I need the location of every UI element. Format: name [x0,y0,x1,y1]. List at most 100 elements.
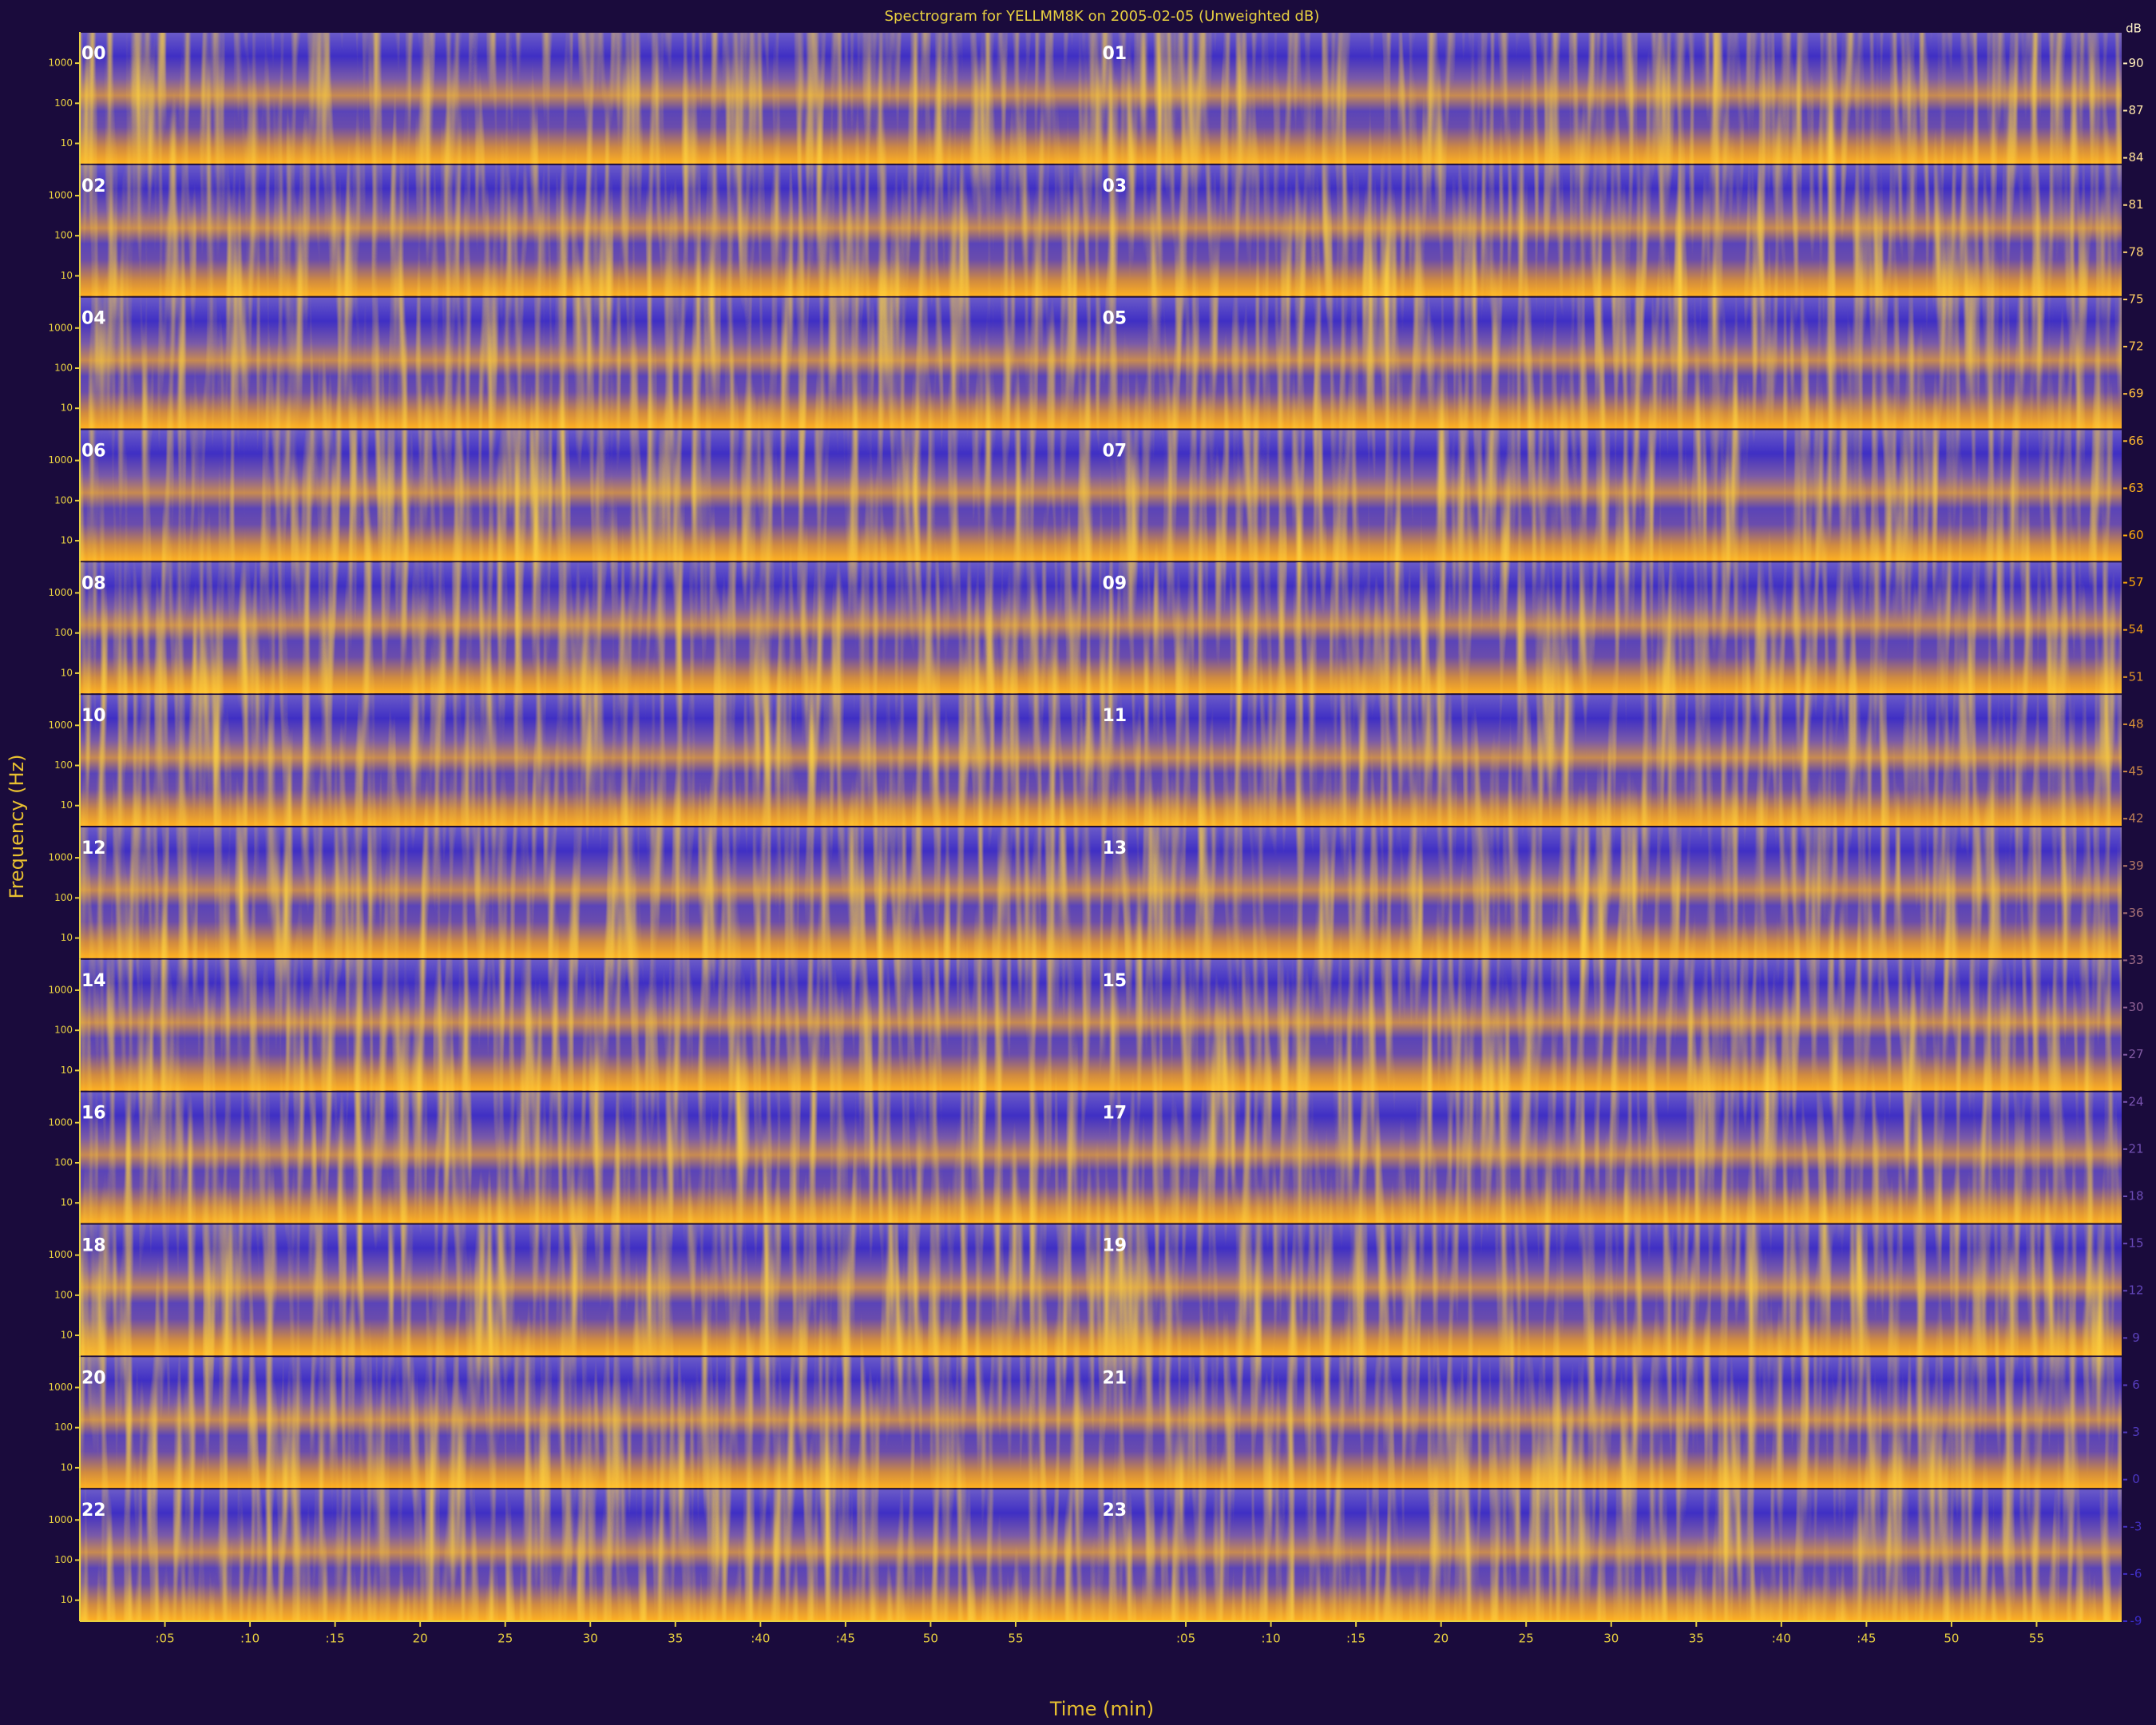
x-tick-label: 35 [1689,1632,1704,1646]
y-tick-label: 1000 [48,189,73,200]
y-tick-label: 10 [61,270,73,281]
spectrogram-texture [80,165,2122,296]
y-tick-label: 100 [54,1289,73,1300]
y-tick-label: 1000 [48,1514,73,1525]
colorbar-tick-label: 87 [2128,103,2143,117]
y-tick-label: 10 [61,1461,73,1473]
colorbar-tick-label: 72 [2128,339,2143,354]
x-tick-label: 30 [583,1632,598,1646]
y-tick-label: 10 [61,799,73,811]
y-tick-label: 10 [61,137,73,149]
y-tick-label: 1000 [48,58,73,69]
colorbar-label: dB [2126,22,2142,36]
y-tick-label: 10 [61,402,73,414]
colorbar-tick-label: 36 [2128,906,2143,920]
x-tick-label: :15 [326,1632,345,1646]
panel-label: 05 [1103,309,1128,329]
spectrogram-texture [80,430,2122,561]
panel-label: 23 [1103,1501,1128,1521]
colorbar-tick-label: 66 [2128,434,2143,448]
x-tick-label: :10 [1262,1632,1281,1646]
panel-label: 16 [81,1104,106,1124]
colorbar-tick-label: 12 [2128,1283,2143,1298]
panel-label: 09 [1103,573,1128,593]
y-tick-label: 1000 [48,1116,73,1128]
y-tick-label: 10 [61,1065,73,1076]
panel-label: 22 [81,1501,106,1521]
panel-label: 17 [1103,1104,1128,1124]
y-tick-label: 10 [61,932,73,943]
colorbar-tick-label: 30 [2128,1000,2143,1014]
x-tick-label: 55 [2029,1632,2044,1646]
panel-label: 03 [1103,176,1128,196]
spectrogram-texture [80,1489,2122,1620]
panel-label: 13 [1103,839,1128,859]
spectrogram-texture [80,827,2122,958]
panel-label: 18 [81,1236,106,1256]
y-tick-label: 100 [54,1554,73,1565]
y-tick-label: 1000 [48,984,73,995]
panel-label: 15 [1103,971,1128,991]
colorbar-tick-label: 24 [2128,1094,2143,1108]
y-tick-label: 100 [54,494,73,506]
panel-label: 12 [81,839,106,859]
colorbar-tick-label: 27 [2128,1047,2143,1061]
spectrogram-texture [80,562,2122,694]
x-tick-label: 20 [1433,1632,1449,1646]
panel-label: 07 [1103,442,1128,462]
panel-label: 19 [1103,1236,1128,1256]
colorbar-tick-label: 57 [2128,575,2143,589]
colorbar-tick-label: 18 [2128,1189,2143,1204]
x-tick-label: :05 [1176,1632,1195,1646]
panel-label: 04 [81,309,106,329]
colorbar-tick-label: 6 [2132,1378,2140,1392]
colorbar-tick-label: 51 [2128,669,2143,684]
y-tick-label: 1000 [48,454,73,466]
colorbar-tick-label: 42 [2128,811,2143,826]
y-tick-label: 100 [54,1156,73,1168]
colorbar-tick-label: 48 [2128,716,2143,731]
colorbar-tick-label: 90 [2128,56,2143,70]
colorbar-tick-label: 54 [2128,622,2143,636]
x-tick-label: :15 [1346,1632,1365,1646]
colorbar-tick-label: 9 [2132,1330,2140,1345]
x-tick-label: :05 [155,1632,174,1646]
x-tick-label: 55 [1008,1632,1023,1646]
colorbar-tick-label: 39 [2128,859,2143,873]
y-tick-label: 1000 [48,1249,73,1260]
y-tick-label: 100 [54,627,73,638]
y-tick-label: 10 [61,667,73,678]
spectrogram-texture [80,1092,2122,1223]
x-tick-label: :45 [1857,1632,1876,1646]
x-axis-label: Time (min) [1049,1698,1154,1720]
panel-label: 08 [81,573,106,593]
spectrogram-texture [80,1357,2122,1489]
spectrogram-texture [80,695,2122,826]
y-tick-label: 1000 [48,322,73,333]
panel-label: 00 [81,44,106,64]
colorbar-tick-label: 84 [2128,150,2143,165]
colorbar-tick-label: 45 [2128,764,2143,779]
colorbar-tick-label: -3 [2130,1519,2142,1533]
colorbar-tick-label: 0 [2132,1472,2140,1486]
y-tick-label: 1000 [48,852,73,863]
x-tick-label: 25 [1519,1632,1534,1646]
panel-label: 20 [81,1368,106,1388]
y-tick-label: 10 [61,1330,73,1341]
x-tick-label: :40 [751,1632,770,1646]
colorbar-tick-label: 60 [2128,528,2143,542]
colorbar-tick-label: 15 [2128,1236,2143,1251]
y-tick-label: 100 [54,759,73,771]
x-tick-label: :10 [240,1632,260,1646]
y-tick-label: 100 [54,362,73,373]
chart-title: Spectrogram for YELLMM8K on 2005-02-05 (… [885,8,1320,25]
y-tick-label: 100 [54,230,73,241]
colorbar-tick-label: 21 [2128,1141,2143,1156]
y-tick-label: 100 [54,1025,73,1036]
x-tick-label: :40 [1772,1632,1791,1646]
y-tick-label: 100 [54,1422,73,1433]
x-tick-label: 25 [497,1632,513,1646]
colorbar-tick-label: -9 [2130,1614,2142,1628]
y-tick-label: 10 [61,1197,73,1208]
